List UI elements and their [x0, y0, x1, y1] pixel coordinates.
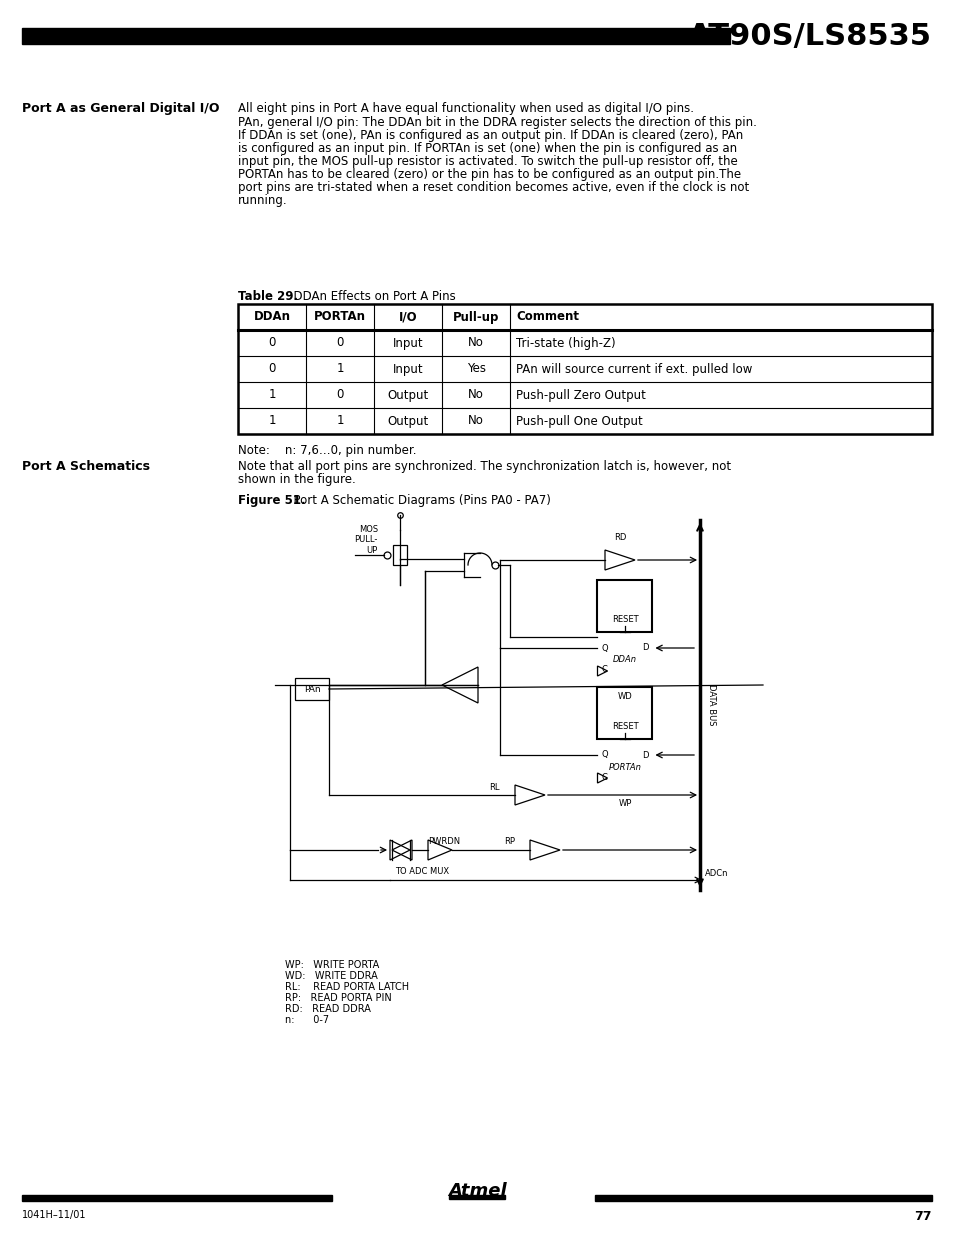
Bar: [393, 545, 407, 564]
Text: n:      0-7: n: 0-7: [285, 1015, 329, 1025]
Text: Port A Schematic Diagrams (Pins PA0 - PA7): Port A Schematic Diagrams (Pins PA0 - PA…: [286, 494, 550, 508]
Text: RP: RP: [503, 837, 515, 846]
Text: WD: WD: [617, 692, 632, 701]
Text: Output: Output: [387, 389, 428, 401]
Text: is configured as an input pin. If PORTAn is set (one) when the pin is configured: is configured as an input pin. If PORTAn…: [237, 142, 737, 156]
Text: Note that all port pins are synchronized. The synchronization latch is, however,: Note that all port pins are synchronized…: [237, 459, 730, 473]
Bar: [595, 1195, 931, 1200]
Text: C: C: [601, 773, 607, 782]
Bar: [449, 1195, 504, 1199]
Text: PAn will source current if ext. pulled low: PAn will source current if ext. pulled l…: [516, 363, 752, 375]
Text: 77: 77: [914, 1210, 931, 1223]
Text: Push-pull Zero Output: Push-pull Zero Output: [516, 389, 645, 401]
Text: Figure 51.: Figure 51.: [237, 494, 305, 508]
Text: RD:   READ DDRA: RD: READ DDRA: [285, 1004, 371, 1014]
Text: D: D: [641, 751, 648, 760]
Text: WP:   WRITE PORTA: WP: WRITE PORTA: [285, 960, 379, 969]
Bar: [597, 687, 652, 739]
Text: PAn: PAn: [303, 684, 320, 694]
Text: AT90S/LS8535: AT90S/LS8535: [687, 21, 931, 51]
Text: PORTAn has to be cleared (zero) or the pin has to be configured as an output pin: PORTAn has to be cleared (zero) or the p…: [237, 168, 740, 182]
Text: RP:   READ PORTA PIN: RP: READ PORTA PIN: [285, 993, 392, 1003]
Bar: [597, 580, 652, 632]
Text: DATA BUS: DATA BUS: [707, 684, 716, 726]
Text: I/O: I/O: [398, 310, 416, 324]
Text: 0: 0: [268, 363, 275, 375]
Text: Tri-state (high-Z): Tri-state (high-Z): [516, 336, 615, 350]
Text: 1: 1: [268, 389, 275, 401]
Text: Q: Q: [601, 751, 607, 760]
Text: 0: 0: [336, 336, 343, 350]
Text: 1: 1: [335, 363, 343, 375]
Text: DDAn Effects on Port A Pins: DDAn Effects on Port A Pins: [286, 290, 456, 303]
Text: WP: WP: [618, 799, 631, 808]
Text: Input: Input: [393, 363, 423, 375]
Text: port pins are tri-stated when a reset condition becomes active, even if the cloc: port pins are tri-stated when a reset co…: [237, 182, 748, 194]
Text: No: No: [468, 415, 483, 427]
Text: DDAn: DDAn: [613, 656, 637, 664]
Text: shown in the figure.: shown in the figure.: [237, 473, 355, 487]
Text: Push-pull One Output: Push-pull One Output: [516, 415, 642, 427]
Text: RL: RL: [489, 783, 499, 792]
Text: Q: Q: [601, 643, 607, 652]
Text: Port A as General Digital I/O: Port A as General Digital I/O: [22, 103, 219, 115]
Text: input pin, the MOS pull-up resistor is activated. To switch the pull-up resistor: input pin, the MOS pull-up resistor is a…: [237, 156, 737, 168]
Text: Atmel: Atmel: [447, 1182, 506, 1200]
Text: Output: Output: [387, 415, 428, 427]
Text: RESET: RESET: [611, 722, 638, 731]
Text: Comment: Comment: [516, 310, 578, 324]
Text: C: C: [601, 666, 607, 674]
Text: WD:   WRITE DDRA: WD: WRITE DDRA: [285, 971, 377, 981]
Text: 0: 0: [268, 336, 275, 350]
Text: D: D: [641, 643, 648, 652]
Text: PWRDN: PWRDN: [428, 837, 459, 846]
Text: PORTAn: PORTAn: [608, 762, 640, 772]
Text: Pull-up: Pull-up: [453, 310, 498, 324]
Text: PORTAn: PORTAn: [314, 310, 366, 324]
Text: ADCn: ADCn: [704, 869, 728, 878]
Text: Table 29.: Table 29.: [237, 290, 297, 303]
Text: No: No: [468, 336, 483, 350]
Text: If DDAn is set (one), PAn is configured as an output pin. If DDAn is cleared (ze: If DDAn is set (one), PAn is configured …: [237, 128, 742, 142]
Bar: [294, 678, 329, 700]
Text: TO ADC MUX: TO ADC MUX: [395, 867, 449, 877]
Text: 1041H–11/01: 1041H–11/01: [22, 1210, 87, 1220]
Text: All eight pins in Port A have equal functionality when used as digital I/O pins.: All eight pins in Port A have equal func…: [237, 103, 693, 115]
Text: RD: RD: [613, 534, 625, 542]
Text: RL:    READ PORTA LATCH: RL: READ PORTA LATCH: [285, 982, 409, 992]
Text: MOS
PULL-
UP: MOS PULL- UP: [355, 525, 377, 555]
Text: Input: Input: [393, 336, 423, 350]
Text: RESET: RESET: [611, 615, 638, 624]
Text: Yes: Yes: [466, 363, 485, 375]
Text: Port A Schematics: Port A Schematics: [22, 459, 150, 473]
Bar: [237, 304, 931, 433]
Text: running.: running.: [237, 194, 287, 207]
Text: 1: 1: [335, 415, 343, 427]
Text: DDAn: DDAn: [253, 310, 291, 324]
Text: 1: 1: [268, 415, 275, 427]
Text: Note:    n: 7,6…0, pin number.: Note: n: 7,6…0, pin number.: [237, 445, 416, 457]
Bar: [22, 1195, 332, 1200]
Bar: [22, 28, 729, 44]
Text: 0: 0: [336, 389, 343, 401]
Text: No: No: [468, 389, 483, 401]
Text: PAn, general I/O pin: The DDAn bit in the DDRA register selects the direction of: PAn, general I/O pin: The DDAn bit in th…: [237, 116, 756, 128]
